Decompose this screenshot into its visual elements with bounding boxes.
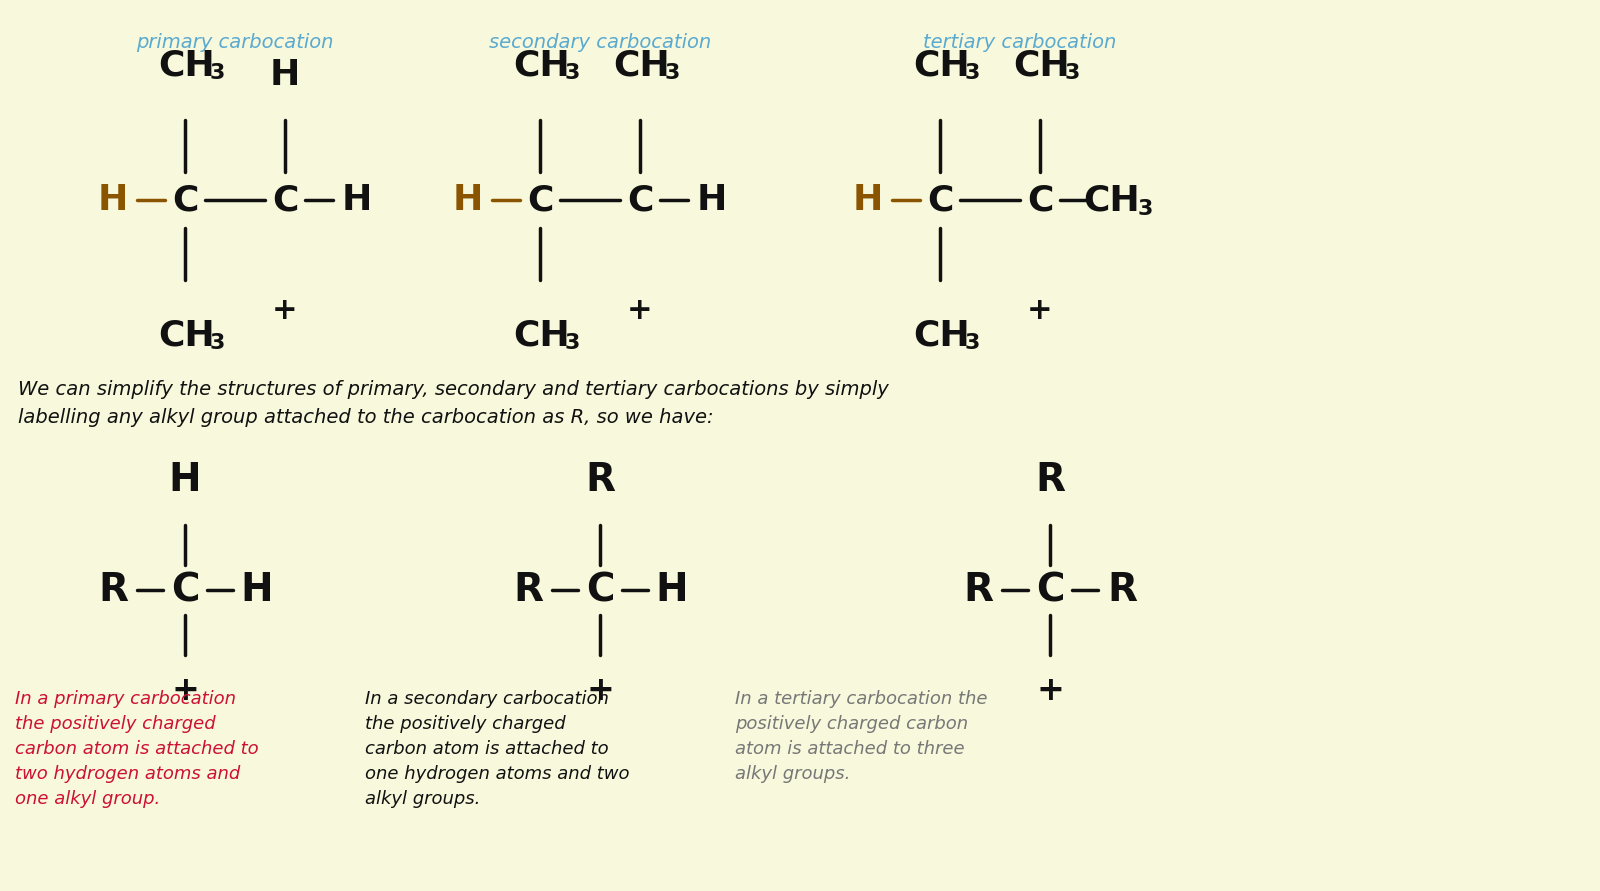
Text: +: + [627,296,653,324]
Text: CH: CH [514,318,570,352]
Text: In a secondary carbocation
the positively charged
carbon atom is attached to
one: In a secondary carbocation the positivel… [365,690,629,808]
Text: +: + [272,296,298,324]
Text: secondary carbocation: secondary carbocation [490,32,710,52]
Text: R: R [586,461,614,499]
Text: 3: 3 [565,333,579,353]
Text: C: C [926,183,954,217]
Text: CH: CH [158,48,216,82]
Text: C: C [627,183,653,217]
Text: CH: CH [614,48,670,82]
Text: tertiary carbocation: tertiary carbocation [923,32,1117,52]
Text: CH: CH [158,318,216,352]
Text: R: R [1107,571,1138,609]
Text: 3: 3 [210,333,224,353]
Text: R: R [963,571,994,609]
Text: 3: 3 [1138,199,1152,219]
Text: 3: 3 [965,333,979,353]
Text: In a primary carbocation
the positively charged
carbon atom is attached to
two h: In a primary carbocation the positively … [14,690,259,808]
Text: In a tertiary carbocation the
positively charged carbon
atom is attached to thre: In a tertiary carbocation the positively… [734,690,987,783]
Text: +: + [586,674,614,707]
Text: C: C [526,183,554,217]
Text: H: H [453,183,483,217]
Text: C: C [171,183,198,217]
Text: CH: CH [1083,183,1141,217]
Text: H: H [698,183,726,217]
Text: H: H [168,461,202,499]
Text: +: + [1037,674,1064,707]
Text: H: H [853,183,883,217]
Text: H: H [240,571,274,609]
Text: +: + [1027,296,1053,324]
Text: H: H [656,571,688,609]
Text: R: R [1035,461,1066,499]
Text: H: H [342,183,373,217]
Text: C: C [1027,183,1053,217]
Text: CH: CH [1014,48,1070,82]
Text: CH: CH [914,48,970,82]
Text: 3: 3 [1064,63,1080,83]
Text: 3: 3 [664,63,680,83]
Text: H: H [270,58,301,92]
Text: CH: CH [514,48,570,82]
Text: R: R [98,571,128,609]
Text: CH: CH [914,318,970,352]
Text: 3: 3 [210,63,224,83]
Text: +: + [171,674,198,707]
Text: C: C [1035,571,1064,609]
Text: 3: 3 [965,63,979,83]
Text: C: C [272,183,298,217]
Text: primary carbocation: primary carbocation [136,32,334,52]
Text: C: C [171,571,200,609]
Text: H: H [98,183,128,217]
Text: We can simplify the structures of primary, secondary and tertiary carbocations b: We can simplify the structures of primar… [18,380,888,427]
Text: 3: 3 [565,63,579,83]
Text: R: R [514,571,542,609]
Text: C: C [586,571,614,609]
